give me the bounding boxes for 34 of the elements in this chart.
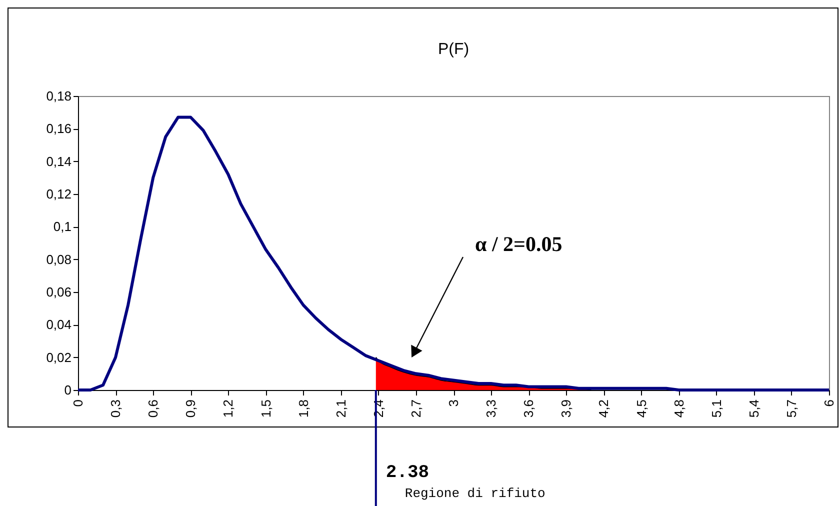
text: Regione di rifiuto (404, 486, 546, 501)
x-tick-label: 0 (70, 400, 86, 407)
x-tick-label: 5,7 (784, 400, 799, 418)
x-tick-label: 5,1 (708, 400, 724, 418)
x-tick-label: 3 (446, 400, 461, 407)
y-tick-label: 0,14 (46, 154, 72, 169)
y-tick-label: 0,08 (46, 252, 72, 267)
x-tick-label: 1,5 (258, 400, 274, 418)
x-tick-label: 0,6 (146, 400, 161, 418)
ref-line-label: 2.38 (386, 463, 430, 483)
x-tick-label: 3,6 (521, 400, 536, 418)
x-tick-label: 3,3 (484, 400, 499, 418)
annotation: α / 2=0.05 (475, 232, 562, 256)
y-tick-label: 0,02 (46, 350, 72, 365)
x-tick-label: 6 (822, 400, 836, 407)
x-tick-label: 0,3 (108, 400, 124, 418)
x-tick-label: 1,2 (220, 400, 236, 418)
y-tick-label: 0,16 (46, 121, 72, 136)
y-tick-label: 0 (64, 382, 72, 398)
x-tick-label: 2,1 (333, 400, 348, 418)
chart-title: P(F) (438, 41, 470, 58)
y-tick-label: 0,04 (46, 317, 72, 332)
x-tick-label: 5,4 (746, 400, 762, 418)
x-tick-label: 3,9 (558, 400, 574, 418)
y-tick-label: 0,06 (46, 284, 72, 300)
y-tick-label: 0,1 (53, 219, 72, 234)
y-tick-label: 0,18 (46, 88, 72, 104)
x-tick-label: 1,8 (296, 400, 311, 418)
x-tick-label: 0,9 (183, 400, 198, 418)
x-tick-label: 4,2 (596, 400, 612, 418)
x-tick-label: 4,5 (634, 400, 649, 418)
x-tick-label: 2,7 (408, 400, 424, 418)
x-tick-label: 4,8 (671, 400, 686, 418)
y-tick-label: 0,12 (46, 186, 72, 202)
